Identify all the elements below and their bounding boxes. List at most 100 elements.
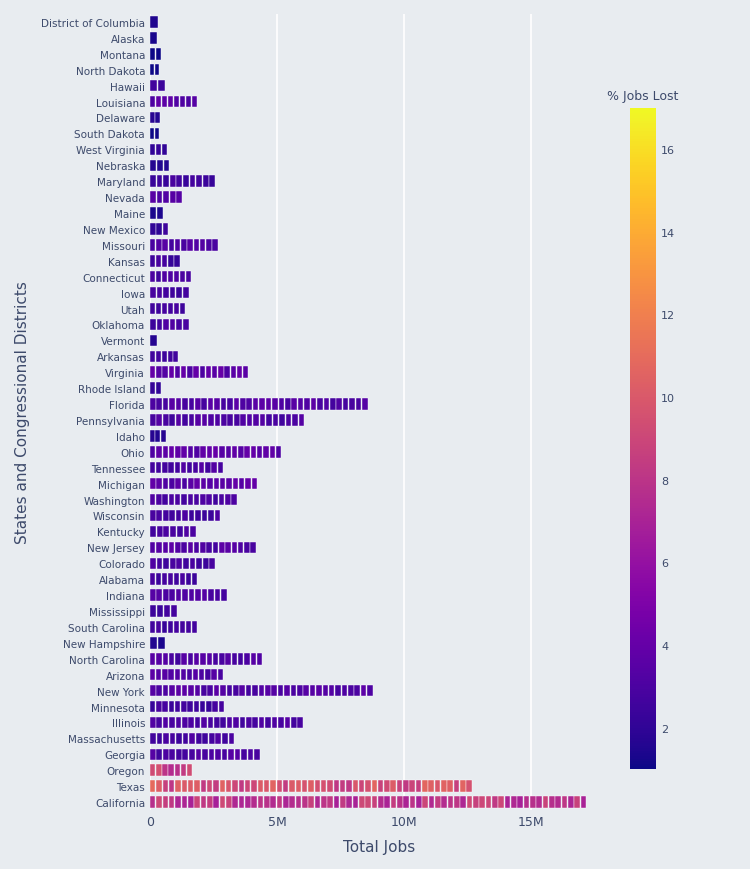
Bar bbox=[568, 796, 574, 808]
Bar bbox=[155, 129, 159, 140]
Bar bbox=[330, 399, 335, 410]
Bar bbox=[192, 96, 197, 108]
Bar bbox=[334, 780, 339, 792]
Bar bbox=[232, 478, 238, 490]
Bar bbox=[162, 351, 166, 362]
Bar bbox=[163, 494, 168, 506]
Bar bbox=[257, 447, 262, 458]
Bar bbox=[254, 415, 259, 426]
Bar bbox=[202, 176, 208, 188]
Bar bbox=[245, 796, 250, 808]
Bar bbox=[163, 717, 168, 728]
Y-axis label: States and Congressional Districts: States and Congressional Districts bbox=[15, 282, 30, 544]
Bar bbox=[258, 796, 263, 808]
Bar bbox=[150, 749, 156, 760]
Bar bbox=[156, 144, 161, 156]
Bar bbox=[208, 590, 214, 601]
Bar bbox=[337, 399, 342, 410]
Bar bbox=[192, 621, 197, 633]
Bar bbox=[169, 542, 174, 554]
Bar bbox=[232, 796, 238, 808]
Bar bbox=[162, 367, 168, 379]
X-axis label: Total Jobs: Total Jobs bbox=[343, 839, 415, 854]
Bar bbox=[206, 494, 212, 506]
Bar bbox=[163, 685, 168, 697]
Bar bbox=[277, 780, 282, 792]
Bar bbox=[173, 351, 178, 362]
Bar bbox=[296, 796, 302, 808]
Bar bbox=[176, 288, 182, 299]
Bar bbox=[202, 733, 208, 744]
Bar bbox=[177, 526, 183, 538]
Bar bbox=[323, 399, 329, 410]
Bar bbox=[410, 780, 415, 792]
Bar bbox=[200, 447, 206, 458]
Bar bbox=[157, 590, 162, 601]
Bar bbox=[214, 478, 219, 490]
Bar bbox=[162, 255, 167, 267]
Bar bbox=[215, 733, 221, 744]
Bar bbox=[505, 796, 510, 808]
Bar bbox=[266, 717, 271, 728]
Bar bbox=[416, 780, 422, 792]
Bar bbox=[194, 494, 200, 506]
Bar bbox=[174, 303, 178, 315]
Bar bbox=[199, 669, 205, 680]
Bar bbox=[163, 415, 169, 426]
Bar bbox=[156, 96, 161, 108]
Bar bbox=[219, 701, 224, 713]
Bar bbox=[208, 415, 214, 426]
Bar bbox=[157, 526, 163, 538]
Bar bbox=[150, 733, 156, 744]
Bar bbox=[182, 796, 188, 808]
Bar bbox=[247, 399, 252, 410]
Bar bbox=[346, 796, 352, 808]
Bar bbox=[260, 415, 266, 426]
Bar bbox=[201, 796, 206, 808]
Bar bbox=[162, 765, 168, 776]
Bar bbox=[241, 415, 246, 426]
Bar bbox=[168, 621, 173, 633]
Bar bbox=[174, 621, 179, 633]
Bar bbox=[170, 685, 175, 697]
Bar bbox=[230, 367, 236, 379]
Bar bbox=[186, 272, 191, 283]
Bar bbox=[202, 399, 207, 410]
Bar bbox=[194, 780, 200, 792]
Bar bbox=[170, 176, 176, 188]
Bar bbox=[213, 542, 218, 554]
Bar bbox=[219, 653, 224, 665]
Bar bbox=[188, 447, 194, 458]
Bar bbox=[150, 383, 155, 395]
Bar bbox=[170, 415, 175, 426]
Bar bbox=[562, 796, 567, 808]
Bar bbox=[164, 176, 169, 188]
Bar bbox=[188, 701, 193, 713]
Bar bbox=[435, 780, 440, 792]
Bar bbox=[180, 96, 185, 108]
Bar bbox=[206, 542, 212, 554]
Bar bbox=[315, 796, 320, 808]
Bar bbox=[169, 494, 174, 506]
Bar bbox=[156, 701, 162, 713]
Bar bbox=[169, 240, 174, 251]
Bar bbox=[232, 447, 237, 458]
Bar bbox=[270, 780, 276, 792]
Bar bbox=[238, 542, 243, 554]
Bar bbox=[244, 653, 250, 665]
Bar bbox=[220, 478, 226, 490]
Bar bbox=[150, 351, 155, 362]
Bar bbox=[156, 383, 161, 395]
Bar bbox=[246, 717, 252, 728]
Bar bbox=[251, 542, 256, 554]
Bar bbox=[206, 447, 212, 458]
Bar bbox=[304, 399, 310, 410]
Bar bbox=[157, 288, 162, 299]
Bar bbox=[308, 796, 314, 808]
Bar bbox=[220, 796, 225, 808]
Bar bbox=[246, 685, 251, 697]
Bar bbox=[175, 240, 180, 251]
Bar bbox=[150, 65, 154, 76]
Bar bbox=[212, 240, 217, 251]
Bar bbox=[285, 399, 290, 410]
